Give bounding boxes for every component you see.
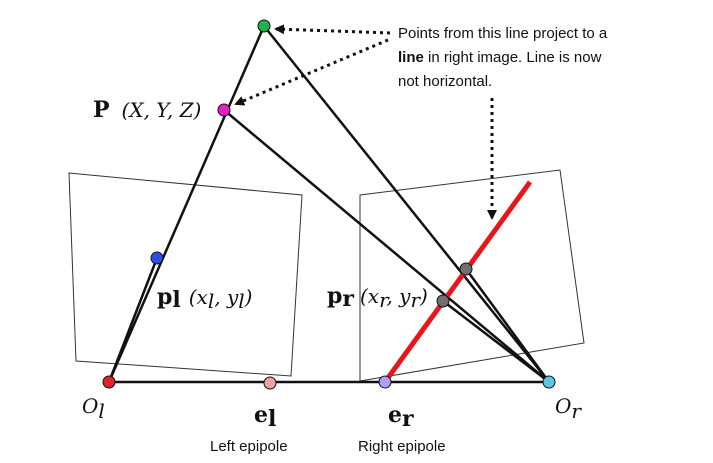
- ol-label-sub: l: [98, 399, 104, 423]
- ray-ol-to-pl: [107, 257, 159, 383]
- dotted-arrow-to-top-point: [274, 24, 391, 35]
- pr-label-coords-open: (x: [360, 284, 379, 308]
- P-label-coords: (X, Y, Z): [122, 98, 202, 122]
- pl-label-coords-open: (x: [189, 285, 208, 309]
- or-camera-center: [542, 375, 556, 389]
- or-label-sub: r: [571, 399, 582, 423]
- annotation-line-1: Points from this line project to a: [398, 25, 608, 42]
- pl-label-symbol: p: [157, 284, 172, 310]
- upper-gray-point: [459, 262, 473, 276]
- pl-label-coords-close: ): [244, 285, 253, 309]
- epipolar-line: [382, 180, 533, 384]
- er-label-main: e: [388, 402, 402, 428]
- P-3d-point: [217, 103, 231, 117]
- pr-label: pr (xr, yr): [327, 283, 428, 312]
- pr-label-coords-sub1: r: [379, 288, 390, 312]
- annotation-line-2: line in right image. Line is now: [398, 49, 602, 66]
- pl-label: pl (xl, yl): [157, 284, 252, 313]
- pl-label-coords-sub1: l: [208, 289, 214, 313]
- el-label: el: [254, 402, 276, 432]
- or-label: Or: [555, 394, 582, 423]
- ol-camera-center: [102, 375, 116, 389]
- pr-label-coords-sub2: r: [410, 288, 421, 312]
- P-label-symbol: P: [93, 97, 110, 123]
- ol-label: Ol: [82, 394, 105, 423]
- pl-label-coords-mid: , y: [214, 285, 239, 309]
- or-to-upper-gray-point: [464, 268, 551, 383]
- right-epipole-caption: Right epipole: [358, 438, 446, 455]
- dotted-arrow-to-P: [234, 38, 389, 106]
- ray-P-to-or: [223, 109, 550, 383]
- annotation-line-2-rest: in right image. Line is now: [424, 49, 602, 66]
- pr-image-point: [436, 294, 450, 308]
- pr-label-coords-close: ): [419, 284, 428, 308]
- ray-top-point-to-or: [263, 25, 550, 383]
- el-label-sub: l: [268, 406, 276, 432]
- left-image-plane: [68, 172, 303, 377]
- left-epipole-caption: Left epipole: [210, 438, 288, 455]
- er-label-sub: r: [402, 406, 414, 432]
- top-3d-point: [257, 19, 271, 33]
- pl-image-point: [150, 251, 164, 265]
- ray-ol-to-top-point: [107, 25, 266, 383]
- pl-label-coords-sub2: l: [238, 289, 244, 313]
- ol-label-main: O: [82, 394, 98, 418]
- er-epipole-point: [378, 375, 392, 389]
- P-label: P (X, Y, Z): [93, 97, 201, 123]
- or-label-main: O: [555, 394, 571, 418]
- pl-label-sub: l: [172, 287, 180, 313]
- or-to-pr: [442, 300, 550, 383]
- er-label: er: [388, 402, 414, 432]
- pr-label-symbol: p: [327, 283, 342, 309]
- annotation-bold-word: line: [398, 49, 424, 66]
- annotation-line-3: not horizontal.: [398, 73, 492, 90]
- pr-label-sub: r: [342, 286, 354, 312]
- el-epipole-point: [263, 376, 277, 390]
- el-label-main: e: [254, 402, 268, 428]
- pr-label-coords-mid: , y: [386, 284, 411, 308]
